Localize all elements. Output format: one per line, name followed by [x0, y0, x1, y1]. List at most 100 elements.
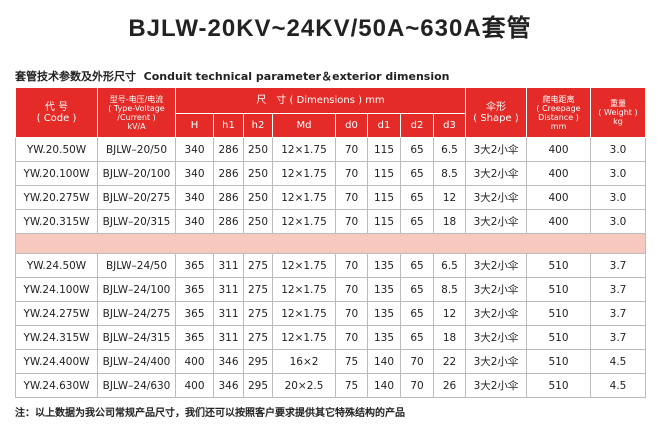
title: BJLW-20KV~24KV/50A~630A套管	[128, 15, 532, 42]
data-cell: 311	[213, 253, 244, 278]
header-line: mm	[550, 121, 567, 131]
data-cell: 12	[433, 301, 466, 326]
data-cell: 510	[526, 325, 591, 350]
header-cell: d2	[400, 113, 434, 138]
data-cell: 65	[400, 137, 434, 162]
data-cell: 20×2.5	[272, 373, 336, 398]
data-cell: 510	[526, 301, 591, 326]
data-cell: 510	[526, 277, 591, 302]
data-row: YW.20.315W BJLW–20/315 340 286 250 12×1.75 70 1…	[15, 209, 646, 234]
data-cell: BJLW–24/275	[97, 301, 176, 326]
data-cell: YW.24.50W	[15, 253, 98, 278]
data-cell: YW.24.315W	[15, 325, 98, 350]
data-cell: 115	[367, 209, 401, 234]
header-cell: d3	[433, 113, 466, 138]
data-cell: 400	[526, 161, 591, 186]
data-cell: 3大2小伞	[465, 301, 527, 326]
data-cell: 365	[175, 325, 214, 350]
data-cell: 286	[213, 209, 244, 234]
data-cell: 70	[335, 209, 368, 234]
data-row: YW.24.50W BJLW–24/50 365 311 275 12×1.75 70 135…	[15, 253, 646, 278]
data-cell: 3大2小伞	[465, 209, 527, 234]
data-cell: BJLW–20/275	[97, 185, 176, 210]
data-cell: 4.5	[590, 373, 646, 398]
data-cell: BJLW–24/100	[97, 277, 176, 302]
data-cell: 346	[213, 373, 244, 398]
data-cell: 340	[175, 161, 214, 186]
data-cell: 65	[400, 161, 434, 186]
data-row: YW.20.100W BJLW–20/100 340 286 250 12×1.75 70 1…	[15, 161, 646, 186]
data-cell: 6.5	[433, 137, 466, 162]
data-cell: 286	[213, 161, 244, 186]
data-cell: BJLW–24/50	[97, 253, 176, 278]
header-line: 爬电距离	[542, 94, 575, 104]
data-cell: 311	[213, 325, 244, 350]
header-cell: d0	[335, 113, 368, 138]
header-cell: h2	[243, 113, 273, 138]
data-cell: 510	[526, 349, 591, 374]
data-cell: 70	[335, 277, 368, 302]
data-cell: 400	[175, 373, 214, 398]
data-cell: 22	[433, 349, 466, 374]
footnote: 注：以上数据为我公司常规产品尺寸，我们还可以按照客户要求提供其它特殊结构的产品	[15, 408, 405, 419]
data-cell: BJLW–20/315	[97, 209, 176, 234]
data-cell: 340	[175, 137, 214, 162]
data-cell: 135	[367, 325, 401, 350]
data-cell: 70	[400, 349, 434, 374]
data-cell: 510	[526, 253, 591, 278]
data-cell: 65	[400, 185, 434, 210]
data-cell: 26	[433, 373, 466, 398]
data-cell: 8.5	[433, 161, 466, 186]
header-line: 重量	[610, 99, 626, 108]
data-cell: 3.7	[590, 253, 646, 278]
header-cell: Md	[272, 113, 336, 138]
data-cell: YW.24.630W	[15, 373, 98, 398]
data-cell: 286	[213, 185, 244, 210]
header-line: kV/A	[127, 121, 146, 131]
data-cell: 65	[400, 277, 434, 302]
data-cell: 135	[367, 277, 401, 302]
data-cell: BJLW–24/630	[97, 373, 176, 398]
data-row: YW.24.400W BJLW–24/400 400 346 295 16×2 75 140 7…	[15, 349, 646, 374]
data-cell: YW.20.275W	[15, 185, 98, 210]
data-cell: 12×1.75	[272, 161, 336, 186]
data-cell: 65	[400, 209, 434, 234]
data-cell: 135	[367, 253, 401, 278]
data-cell: 140	[367, 349, 401, 374]
data-cell: 70	[335, 185, 368, 210]
data-cell: 295	[243, 373, 273, 398]
data-cell: 400	[526, 185, 591, 210]
data-cell: 365	[175, 301, 214, 326]
header-line: Distance )	[538, 112, 579, 122]
header-line: ( Shape )	[473, 112, 519, 124]
data-row: YW.24.100W BJLW–24/100 365 311 275 12×1.75 70 1…	[15, 277, 646, 302]
data-cell: 70	[335, 161, 368, 186]
header-cell: 爬电距离( Creepage Distance ) mm	[526, 87, 591, 138]
header-cell: 代 号( Code )	[15, 87, 98, 138]
data-cell: 12×1.75	[272, 253, 336, 278]
header-line: kg	[613, 117, 623, 126]
data-cell: 70	[335, 325, 368, 350]
data-cell: 250	[243, 137, 273, 162]
data-cell: 75	[335, 373, 368, 398]
header-line: ( Weight )	[598, 108, 638, 117]
data-cell: 3.0	[590, 185, 646, 210]
data-cell: 311	[213, 301, 244, 326]
data-cell: 250	[243, 161, 273, 186]
data-cell: YW.24.100W	[15, 277, 98, 302]
data-cell: 3大2小伞	[465, 325, 527, 350]
data-cell: 400	[175, 349, 214, 374]
data-cell: 3.7	[590, 325, 646, 350]
header-cell: 伞形( Shape )	[465, 87, 527, 138]
spec-table: 代 号( Code ) 型号-电压/电流( Type-Voltage/Curren…	[15, 87, 646, 398]
header-line: 型号-电压/电流	[109, 94, 164, 104]
separator-row	[15, 233, 646, 254]
header-cell: 型号-电压/电流( Type-Voltage/Current ) kV/A	[97, 87, 176, 138]
data-cell: 65	[400, 301, 434, 326]
data-cell: YW.20.50W	[15, 137, 98, 162]
data-cell: 70	[335, 301, 368, 326]
header-cell: d1	[367, 113, 401, 138]
data-cell: 135	[367, 301, 401, 326]
data-cell: 400	[526, 209, 591, 234]
